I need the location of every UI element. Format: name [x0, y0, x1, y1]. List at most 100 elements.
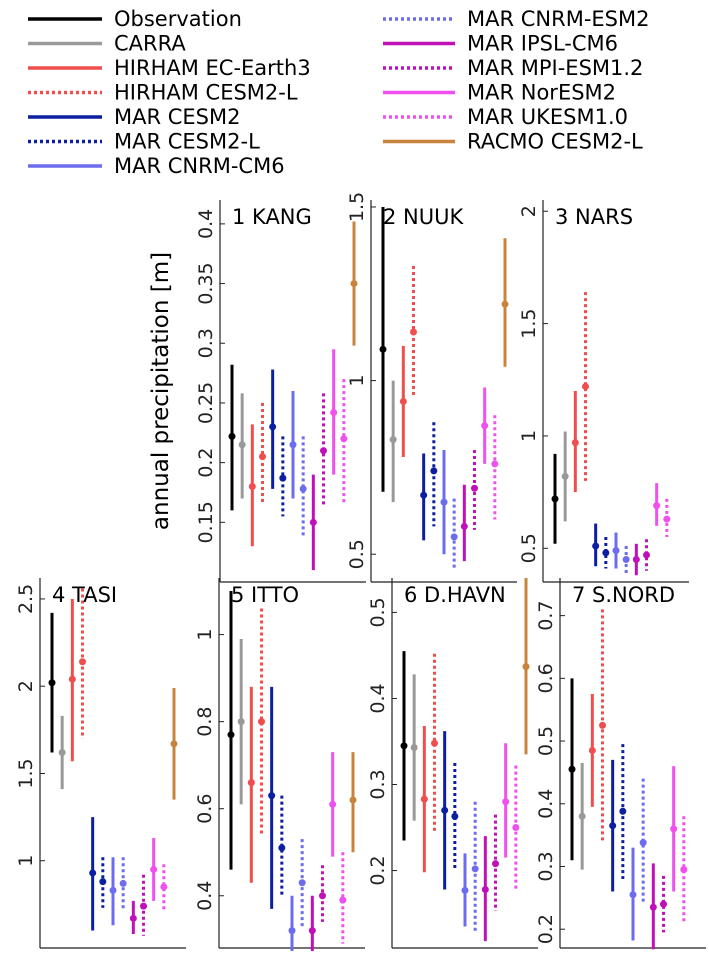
- mean-point-mar-noresm2: [670, 825, 678, 833]
- mean-point-mar-ipsl-cm6: [632, 556, 640, 564]
- mean-point-hirham-cesm2-l: [582, 383, 589, 391]
- legend-label-mar-noresm2: MAR NorESM2: [467, 81, 616, 105]
- y-tick-label: 0.4: [535, 789, 557, 819]
- mean-point-carra: [410, 744, 418, 752]
- mean-point-racmo-cesm2-l: [349, 796, 357, 804]
- mean-point-mar-mpi-esm1-2: [492, 860, 499, 868]
- mean-point-hirham-ec-earth3: [571, 439, 579, 447]
- mean-point-mar-cesm2: [592, 542, 600, 550]
- mean-point-mar-noresm2: [330, 408, 338, 416]
- mean-point-mar-ipsl-cm6: [308, 927, 316, 935]
- legend-entry-mar-cesm2: MAR CESM2: [28, 105, 241, 129]
- y-tick-label: 0.5: [346, 539, 368, 569]
- mean-point-mar-ukesm1-0: [160, 883, 168, 891]
- mean-point-hirham-cesm2-l: [258, 718, 265, 726]
- legend-label-racmo-cesm2-l: RACMO CESM2-L: [467, 130, 643, 154]
- mean-point-mar-mpi-esm1-2: [471, 484, 478, 492]
- legend-label-hirham-ec-earth3: HIRHAM EC-Earth3: [114, 56, 311, 80]
- legend-entry-mar-mpi-esm1-2: MAR MPI-ESM1.2: [383, 56, 643, 80]
- mean-point-observation: [48, 679, 56, 687]
- panel-7-s-nord: 0.2 0.3 0.4 0.5 0.6 0.7 7 S.NORD: [535, 578, 706, 950]
- mean-point-carra: [237, 718, 245, 726]
- legend-entry-carra: CARRA: [28, 32, 186, 56]
- mean-point-mar-ukesm1-0: [339, 896, 347, 904]
- mean-point-observation: [551, 495, 559, 503]
- y-axis-title: annual precipitation [m]: [148, 252, 174, 530]
- y-tick-label: 2: [15, 680, 37, 692]
- y-tick-label: 0.5: [518, 533, 540, 563]
- mean-point-mar-cesm2: [268, 792, 276, 800]
- panel-title: 6 D.HAVN: [404, 583, 506, 607]
- mean-point-mar-cesm2-l: [619, 807, 627, 815]
- legend-label-observation: Observation: [114, 7, 242, 31]
- panel-3-nars: 0.5 1 1.5 2 3 NARS: [518, 200, 689, 583]
- mean-point-carra: [58, 749, 66, 757]
- y-tick-label: 0.8: [194, 707, 216, 737]
- mean-point-carra: [389, 436, 397, 444]
- mean-point-mar-ukesm1-0: [491, 460, 499, 468]
- y-tick-label: 0.7: [535, 601, 557, 631]
- mean-point-mar-mpi-esm1-2: [660, 900, 667, 908]
- legend-label-mar-cnrm-cm6: MAR CNRM-CM6: [114, 154, 285, 178]
- panel-5-itto: 0.4 0.6 0.8 1 5 ITTO: [194, 578, 365, 955]
- mean-point-mar-cesm2-l: [430, 467, 438, 475]
- mean-point-mar-ipsl-cm6: [309, 518, 317, 526]
- mean-point-mar-ukesm1-0: [340, 435, 348, 443]
- mean-point-mar-cnrm-cm6: [289, 441, 297, 449]
- mean-point-hirham-cesm2-l: [431, 739, 438, 747]
- legend-label-mar-mpi-esm1-2: MAR MPI-ESM1.2: [467, 56, 643, 80]
- legend-entry-mar-cesm2-l: MAR CESM2-L: [28, 130, 260, 154]
- mean-point-mar-cnrm-esm2: [119, 879, 127, 887]
- legend-label-mar-ukesm1-0: MAR UKESM1.0: [467, 105, 628, 129]
- mean-point-mar-cnrm-esm2: [471, 865, 479, 873]
- legend-entry-hirham-cesm2-l: HIRHAM CESM2-L: [28, 81, 298, 105]
- y-tick-label: 1: [194, 629, 216, 641]
- mean-point-mar-cnrm-cm6: [109, 886, 117, 894]
- mean-point-mar-cnrm-esm2: [298, 879, 306, 887]
- mean-point-hirham-ec-earth3: [248, 483, 256, 490]
- mean-point-mar-cnrm-cm6: [440, 498, 448, 506]
- mean-point-observation: [379, 345, 387, 353]
- mean-point-mar-cesm2: [89, 869, 97, 877]
- legend-entry-observation: Observation: [28, 7, 242, 31]
- mean-point-mar-cesm2-l: [279, 474, 287, 482]
- mean-point-hirham-cesm2-l: [79, 658, 86, 666]
- legend-label-carra: CARRA: [114, 32, 186, 56]
- y-tick-label: 0.35: [195, 262, 217, 304]
- mean-point-racmo-cesm2-l: [501, 300, 509, 308]
- legend-label-mar-cnrm-esm2: MAR CNRM-ESM2: [467, 7, 650, 31]
- y-tick-label: 1: [15, 855, 37, 867]
- y-tick-label: 0.25: [195, 382, 217, 424]
- y-tick-label: 0.4: [194, 881, 216, 911]
- mean-point-mar-ipsl-cm6: [649, 903, 657, 911]
- mean-point-carra: [578, 812, 586, 820]
- mean-point-observation: [400, 742, 408, 750]
- legend-entry-mar-ipsl-cm6: MAR IPSL-CM6: [383, 32, 618, 56]
- panel-2-nuuk: 0.5 1 1.5 2 NUUK: [346, 192, 517, 583]
- mean-point-racmo-cesm2-l: [170, 740, 178, 748]
- mean-point-hirham-ec-earth3: [420, 795, 428, 803]
- y-tick-label: 1: [518, 430, 540, 442]
- mean-point-mar-cnrm-esm2: [450, 533, 458, 541]
- y-tick-label: 1: [346, 375, 368, 387]
- mean-point-hirham-cesm2-l: [410, 328, 417, 336]
- y-tick-label: 0.3: [367, 769, 389, 799]
- mean-point-mar-ipsl-cm6: [481, 885, 489, 893]
- mean-point-mar-mpi-esm1-2: [319, 892, 326, 900]
- y-tick-label: 0.5: [367, 597, 389, 627]
- mean-point-mar-noresm2: [481, 422, 489, 430]
- mean-point-mar-cesm2: [420, 491, 428, 499]
- mean-point-mar-ukesm1-0: [512, 824, 520, 832]
- mean-point-racmo-cesm2-l: [522, 663, 530, 671]
- mean-point-hirham-ec-earth3: [68, 675, 76, 683]
- mean-point-mar-cnrm-cm6: [461, 886, 469, 894]
- y-tick-label: 1.5: [518, 308, 540, 338]
- y-tick-label: 0.6: [194, 794, 216, 824]
- panel-title: 5 ITTO: [231, 583, 299, 607]
- legend-label-mar-cesm2: MAR CESM2: [114, 105, 241, 129]
- y-tick-label: 1.5: [346, 192, 368, 222]
- mean-point-mar-cesm2-l: [278, 844, 286, 852]
- legend-label-mar-ipsl-cm6: MAR IPSL-CM6: [467, 32, 618, 56]
